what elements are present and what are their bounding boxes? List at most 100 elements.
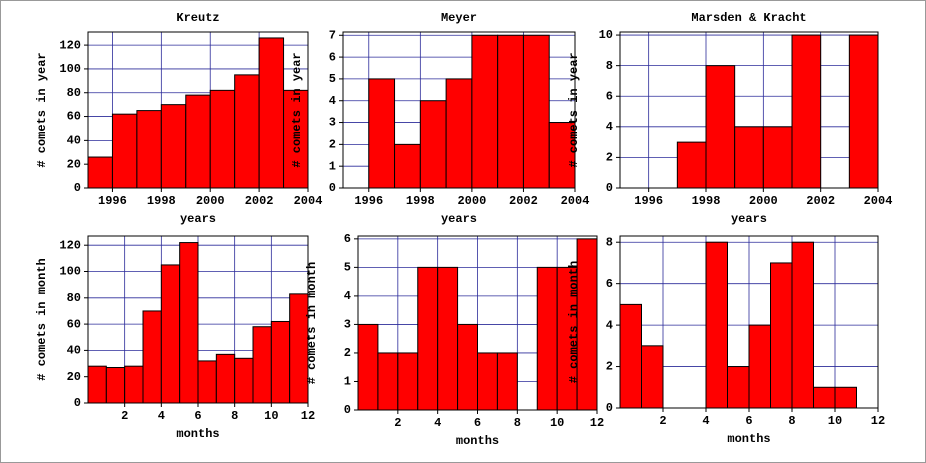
- histogram-bar: [252, 326, 272, 404]
- x-tick-label: 10: [550, 416, 564, 430]
- x-tick-label: 12: [871, 414, 885, 428]
- histogram-bar: [111, 113, 138, 189]
- x-axis-label: years: [731, 212, 767, 226]
- x-axis-label: years: [180, 212, 216, 226]
- histogram-bar: [791, 241, 814, 409]
- y-tick-label: 6: [606, 89, 613, 103]
- histogram-bar: [105, 366, 126, 404]
- histogram-bar: [197, 360, 217, 404]
- x-tick-label: 8: [514, 416, 521, 430]
- x-tick-label: 2002: [245, 194, 274, 208]
- x-tick-label: 4: [702, 414, 709, 428]
- histogram-bar: [748, 324, 771, 409]
- y-tick-label: 4: [606, 318, 613, 332]
- y-tick-label: 100: [59, 265, 81, 279]
- x-tick-label: 1998: [692, 194, 721, 208]
- x-tick-label: 2000: [196, 194, 225, 208]
- histogram-bar: [445, 78, 473, 189]
- y-tick-label: 3: [329, 116, 336, 130]
- histogram-bar: [377, 352, 399, 411]
- y-tick-label: 0: [606, 181, 613, 195]
- x-tick-label: 2000: [457, 194, 486, 208]
- y-tick-label: 6: [606, 277, 613, 291]
- x-tick-label: 2002: [806, 194, 835, 208]
- y-tick-label: 80: [67, 291, 81, 305]
- histogram-bar: [705, 241, 728, 409]
- histogram-bar: [770, 262, 793, 409]
- histogram-bar: [357, 323, 379, 411]
- y-tick-label: 0: [329, 181, 336, 195]
- histogram-bar: [160, 264, 181, 404]
- x-tick-label: 2: [394, 416, 401, 430]
- y-tick-label: 120: [59, 238, 81, 252]
- y-tick-label: 40: [67, 344, 81, 358]
- y-tick-label: 6: [344, 232, 351, 246]
- y-tick-label: 7: [329, 28, 336, 42]
- x-tick-label: 6: [474, 416, 481, 430]
- plot-frame: [87, 235, 309, 404]
- histogram-bar: [676, 141, 707, 189]
- x-tick-label: 10: [264, 409, 278, 423]
- histogram-bar: [437, 266, 459, 411]
- y-tick-label: 2: [606, 151, 613, 165]
- y-tick-label: 0: [344, 403, 351, 417]
- histogram-bar: [234, 74, 260, 189]
- chart-title: Kreutz: [176, 11, 219, 25]
- histogram-bar: [619, 303, 642, 409]
- x-tick-label: 12: [590, 416, 604, 430]
- histogram-bar: [142, 310, 162, 404]
- x-tick-label: 10: [828, 414, 842, 428]
- histogram-bar: [834, 386, 857, 409]
- x-tick-label: 4: [434, 416, 441, 430]
- histogram-bar: [394, 143, 421, 189]
- y-tick-label: 60: [67, 110, 81, 124]
- x-tick-label: 8: [231, 409, 238, 423]
- x-tick-label: 1996: [634, 194, 663, 208]
- plot-frame: [342, 31, 576, 189]
- histogram-bar: [734, 126, 764, 189]
- x-tick-label: 1998: [406, 194, 435, 208]
- x-tick-label: 2: [121, 409, 128, 423]
- y-tick-label: 3: [344, 318, 351, 332]
- y-tick-label: 5: [344, 261, 351, 275]
- y-tick-label: 120: [59, 38, 81, 52]
- x-tick-label: 2004: [561, 194, 590, 208]
- x-tick-label: 2002: [509, 194, 538, 208]
- x-tick-label: 6: [745, 414, 752, 428]
- histogram-bar: [124, 365, 144, 404]
- y-axis-label: # comets in month: [35, 258, 49, 380]
- histogram-bar: [813, 386, 836, 409]
- x-axis-label: months: [727, 432, 770, 446]
- histogram-bar: [641, 345, 664, 409]
- x-tick-label: 2000: [749, 194, 778, 208]
- x-tick-label: 2004: [864, 194, 893, 208]
- y-tick-label: 100: [59, 62, 81, 76]
- y-tick-label: 0: [74, 396, 81, 410]
- x-tick-label: 12: [301, 409, 315, 423]
- histogram-bar: [791, 34, 822, 189]
- y-tick-label: 4: [606, 120, 613, 134]
- y-axis-label: # comets in year: [35, 52, 49, 167]
- plot-frame: [357, 235, 598, 411]
- histogram-bar: [417, 266, 439, 411]
- y-tick-label: 8: [606, 235, 613, 249]
- x-tick-label: 2: [659, 414, 666, 428]
- histogram-bar: [419, 100, 447, 189]
- histogram-bar: [234, 357, 254, 404]
- histogram-bar: [368, 78, 396, 189]
- chart-title: Meyer: [441, 11, 477, 25]
- x-tick-label: 6: [194, 409, 201, 423]
- x-tick-label: 4: [158, 409, 165, 423]
- y-tick-label: 2: [606, 360, 613, 374]
- y-tick-label: 8: [606, 59, 613, 73]
- histogram-bar: [762, 126, 793, 189]
- y-tick-label: 1: [344, 375, 351, 389]
- y-axis-label: # comets in year: [290, 52, 304, 167]
- x-tick-label: 1996: [98, 194, 127, 208]
- y-tick-label: 1: [329, 159, 336, 173]
- histogram-bar: [457, 323, 479, 411]
- x-tick-label: 2004: [294, 194, 323, 208]
- y-tick-label: 40: [67, 134, 81, 148]
- y-tick-label: 10: [599, 28, 613, 42]
